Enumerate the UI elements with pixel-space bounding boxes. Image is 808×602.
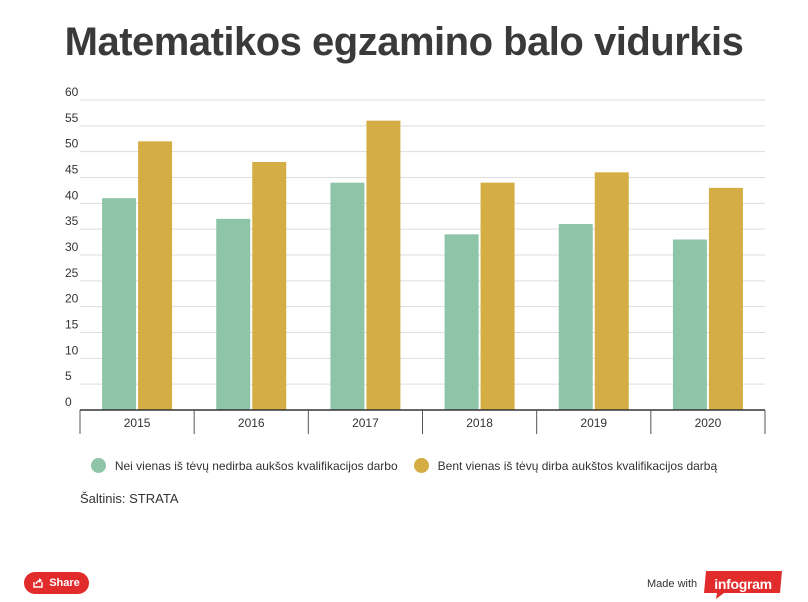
y-tick-label: 10 xyxy=(65,343,79,357)
y-tick-label: 55 xyxy=(65,111,79,125)
bar-2019-series-1 xyxy=(558,224,593,410)
x-tick-label: 2015 xyxy=(124,416,151,430)
legend-swatch-series-2 xyxy=(413,458,429,473)
y-tick-label: 45 xyxy=(65,163,79,177)
y-tick-label: 20 xyxy=(65,292,79,306)
legend-swatch-series-1 xyxy=(90,458,106,473)
bar-2017-series-2 xyxy=(366,120,401,411)
share-icon xyxy=(33,578,43,588)
legend-label-series-1: Nei vienas iš tėvų nedirba aukšos kvalif… xyxy=(114,458,398,473)
bar-2015-series-1 xyxy=(102,198,137,410)
chart-title: Matematikos egzamino balo vidurkis xyxy=(64,20,744,64)
legend: Nei vienas iš tėvų nedirba aukšos kvalif… xyxy=(0,458,808,473)
bar-2020-series-2 xyxy=(708,187,743,410)
x-tick-label: 2018 xyxy=(466,416,493,430)
y-tick-label: 0 xyxy=(65,395,72,409)
y-tick-label: 5 xyxy=(65,369,72,383)
share-button[interactable]: Share xyxy=(24,572,89,594)
bar-2017-series-1 xyxy=(330,182,365,410)
y-tick-label: 25 xyxy=(65,266,79,280)
y-tick-label: 30 xyxy=(65,240,79,254)
y-tick-label: 50 xyxy=(65,137,79,151)
bar-2015-series-2 xyxy=(138,141,173,411)
infogram-logo-shape xyxy=(704,571,782,599)
infogram-logo[interactable]: infogram xyxy=(702,569,784,599)
x-tick-label: 2019 xyxy=(580,416,607,430)
legend-item-series-1[interactable]: Nei vienas iš tėvų nedirba aukšos kvalif… xyxy=(90,458,398,473)
legend-item-series-2[interactable]: Bent vienas iš tėvų dirba aukštos kvalif… xyxy=(413,458,718,473)
bar-2020-series-1 xyxy=(672,239,707,410)
x-tick-label: 2017 xyxy=(352,416,379,430)
bar-2016-series-1 xyxy=(216,218,251,410)
legend-label-series-2: Bent vienas iš tėvų dirba aukštos kvalif… xyxy=(437,458,718,473)
y-tick-label: 60 xyxy=(65,85,79,99)
x-tick-label: 2016 xyxy=(238,416,265,430)
made-with-text: Made with xyxy=(647,578,698,590)
bar-2016-series-2 xyxy=(252,162,287,410)
bar-2018-series-1 xyxy=(444,234,479,410)
bar-chart: 0 5 10 15 20 25 30 35 40 45 50 55 60 2015 2016 2017 2018… xyxy=(65,85,766,434)
share-label: Share xyxy=(49,577,80,589)
source-note: Šaltinis: STRATA xyxy=(80,491,179,506)
y-tick-label: 40 xyxy=(65,188,79,202)
infogram-logo-text: infogram xyxy=(714,576,772,592)
y-tick-label: 35 xyxy=(65,214,79,228)
y-tick-label: 15 xyxy=(65,318,79,332)
bar-2018-series-2 xyxy=(480,182,515,410)
bar-2019-series-2 xyxy=(594,172,629,410)
x-tick-label: 2020 xyxy=(695,416,722,430)
